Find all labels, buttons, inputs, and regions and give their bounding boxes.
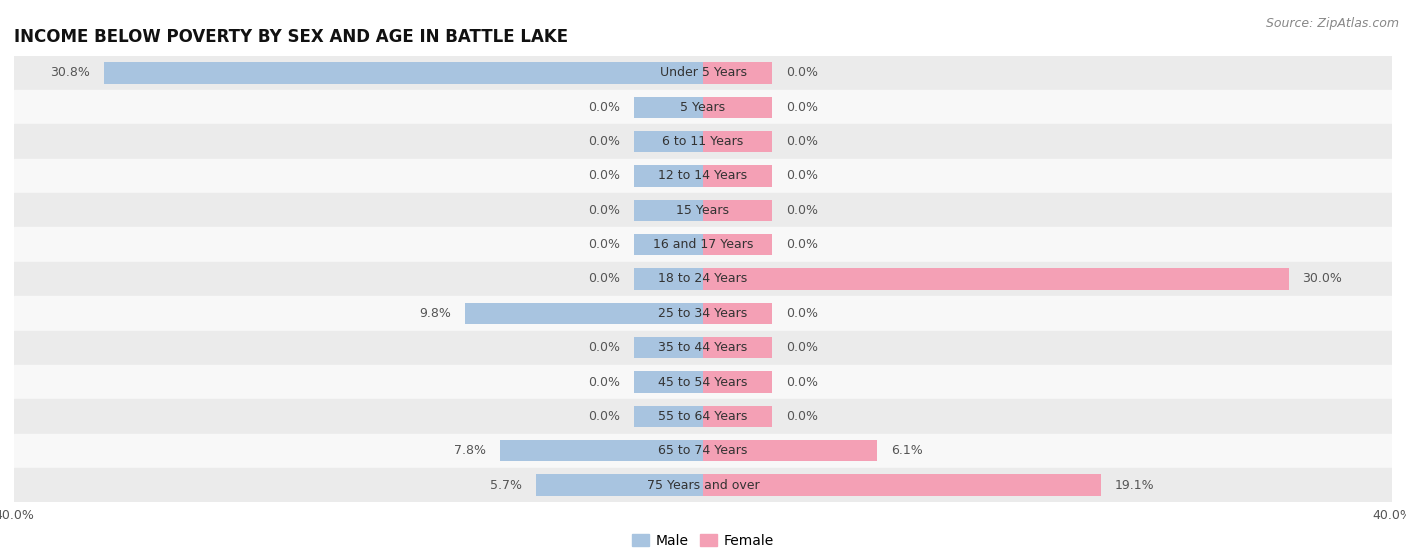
- Bar: [634, 440, 772, 461]
- Text: 0.0%: 0.0%: [588, 204, 620, 217]
- Bar: [634, 268, 772, 290]
- Text: 0.0%: 0.0%: [786, 170, 818, 182]
- Bar: [14, 365, 1392, 399]
- Text: 12 to 14 Years: 12 to 14 Years: [658, 170, 748, 182]
- Bar: [104, 62, 634, 84]
- Bar: [703, 97, 772, 118]
- Text: 0.0%: 0.0%: [588, 101, 620, 114]
- Bar: [634, 62, 772, 84]
- Text: 0.0%: 0.0%: [786, 410, 818, 423]
- Text: 9.8%: 9.8%: [419, 307, 451, 320]
- Bar: [634, 234, 772, 256]
- Text: 6.1%: 6.1%: [891, 444, 922, 457]
- Bar: [14, 262, 1392, 296]
- Text: Source: ZipAtlas.com: Source: ZipAtlas.com: [1265, 17, 1399, 30]
- Text: 18 to 24 Years: 18 to 24 Years: [658, 272, 748, 286]
- Text: 30.0%: 30.0%: [1302, 272, 1343, 286]
- Bar: [14, 90, 1392, 124]
- Bar: [703, 474, 772, 496]
- Bar: [14, 56, 1392, 90]
- Bar: [14, 399, 1392, 434]
- Text: 0.0%: 0.0%: [786, 66, 818, 79]
- Bar: [14, 159, 1392, 193]
- Bar: [14, 434, 1392, 468]
- Bar: [634, 302, 772, 324]
- Bar: [634, 372, 772, 393]
- Bar: [536, 474, 634, 496]
- Text: 6 to 11 Years: 6 to 11 Years: [662, 135, 744, 148]
- Text: 55 to 64 Years: 55 to 64 Years: [658, 410, 748, 423]
- Text: 0.0%: 0.0%: [786, 376, 818, 388]
- Bar: [14, 193, 1392, 228]
- Text: 75 Years and over: 75 Years and over: [647, 479, 759, 492]
- Bar: [634, 337, 772, 358]
- Text: 15 Years: 15 Years: [676, 204, 730, 217]
- Bar: [703, 131, 772, 152]
- Text: 0.0%: 0.0%: [588, 272, 620, 286]
- Bar: [703, 268, 772, 290]
- Text: 45 to 54 Years: 45 to 54 Years: [658, 376, 748, 388]
- Bar: [772, 268, 1289, 290]
- Text: 19.1%: 19.1%: [1115, 479, 1154, 492]
- Text: 0.0%: 0.0%: [588, 238, 620, 251]
- Bar: [703, 337, 772, 358]
- Bar: [703, 440, 772, 461]
- Bar: [14, 124, 1392, 159]
- Text: 0.0%: 0.0%: [786, 341, 818, 354]
- Bar: [465, 302, 634, 324]
- Text: 16 and 17 Years: 16 and 17 Years: [652, 238, 754, 251]
- Text: 0.0%: 0.0%: [588, 376, 620, 388]
- Text: 7.8%: 7.8%: [454, 444, 486, 457]
- Text: 0.0%: 0.0%: [786, 307, 818, 320]
- Text: 0.0%: 0.0%: [588, 410, 620, 423]
- Text: 30.8%: 30.8%: [51, 66, 90, 79]
- Bar: [634, 131, 772, 152]
- Bar: [703, 302, 772, 324]
- Text: 0.0%: 0.0%: [786, 204, 818, 217]
- Text: 0.0%: 0.0%: [786, 135, 818, 148]
- Bar: [772, 474, 1101, 496]
- Text: 5 Years: 5 Years: [681, 101, 725, 114]
- Bar: [703, 406, 772, 427]
- Text: 0.0%: 0.0%: [786, 101, 818, 114]
- Bar: [634, 406, 772, 427]
- Bar: [634, 165, 772, 186]
- Bar: [634, 97, 772, 118]
- Bar: [703, 62, 772, 84]
- Text: Under 5 Years: Under 5 Years: [659, 66, 747, 79]
- Text: 0.0%: 0.0%: [786, 238, 818, 251]
- Bar: [499, 440, 634, 461]
- Text: 5.7%: 5.7%: [491, 479, 522, 492]
- Bar: [14, 468, 1392, 502]
- Bar: [14, 296, 1392, 330]
- Text: 0.0%: 0.0%: [588, 170, 620, 182]
- Bar: [703, 372, 772, 393]
- Bar: [14, 330, 1392, 365]
- Bar: [703, 165, 772, 186]
- Bar: [14, 228, 1392, 262]
- Text: 0.0%: 0.0%: [588, 135, 620, 148]
- Bar: [703, 200, 772, 221]
- Text: INCOME BELOW POVERTY BY SEX AND AGE IN BATTLE LAKE: INCOME BELOW POVERTY BY SEX AND AGE IN B…: [14, 28, 568, 46]
- Bar: [703, 234, 772, 256]
- Bar: [772, 440, 877, 461]
- Text: 35 to 44 Years: 35 to 44 Years: [658, 341, 748, 354]
- Text: 25 to 34 Years: 25 to 34 Years: [658, 307, 748, 320]
- Text: 65 to 74 Years: 65 to 74 Years: [658, 444, 748, 457]
- Bar: [634, 200, 772, 221]
- Legend: Male, Female: Male, Female: [627, 528, 779, 554]
- Bar: [634, 474, 772, 496]
- Text: 0.0%: 0.0%: [588, 341, 620, 354]
